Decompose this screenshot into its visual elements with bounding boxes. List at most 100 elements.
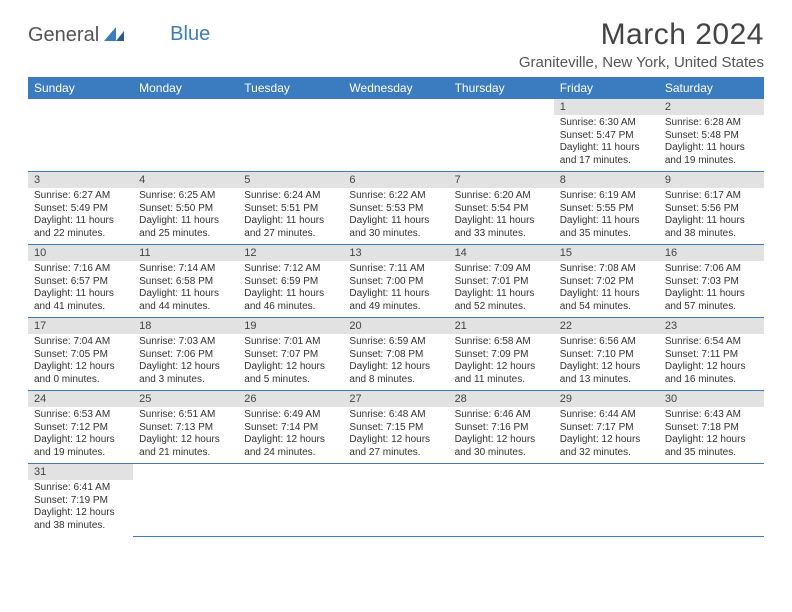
day-number: 14 xyxy=(449,245,554,261)
sunrise-text: Sunrise: 6:25 AM xyxy=(139,190,232,203)
sunset-text: Sunset: 5:47 PM xyxy=(560,130,653,143)
sunrise-text: Sunrise: 7:09 AM xyxy=(455,263,548,276)
day-number: 19 xyxy=(238,318,343,334)
calendar-cell: 31Sunrise: 6:41 AMSunset: 7:19 PMDayligh… xyxy=(28,464,133,537)
daylight-text: Daylight: 11 hours and 38 minutes. xyxy=(665,215,758,240)
daylight-text: Daylight: 11 hours and 41 minutes. xyxy=(34,288,127,313)
sunrise-text: Sunrise: 7:01 AM xyxy=(244,336,337,349)
daylight-text: Daylight: 11 hours and 44 minutes. xyxy=(139,288,232,313)
sunrise-text: Sunrise: 6:54 AM xyxy=(665,336,758,349)
sunrise-text: Sunrise: 7:11 AM xyxy=(349,263,442,276)
day-number: 6 xyxy=(343,172,448,188)
day-number: 13 xyxy=(343,245,448,261)
sunrise-text: Sunrise: 6:24 AM xyxy=(244,190,337,203)
daylight-text: Daylight: 11 hours and 19 minutes. xyxy=(665,142,758,167)
calendar-cell xyxy=(554,464,659,537)
daylight-text: Daylight: 11 hours and 52 minutes. xyxy=(455,288,548,313)
daylight-text: Daylight: 11 hours and 49 minutes. xyxy=(349,288,442,313)
sunrise-text: Sunrise: 6:22 AM xyxy=(349,190,442,203)
day-number: 16 xyxy=(659,245,764,261)
daylight-text: Daylight: 11 hours and 35 minutes. xyxy=(560,215,653,240)
sunrise-text: Sunrise: 7:16 AM xyxy=(34,263,127,276)
calendar-cell xyxy=(343,99,448,172)
calendar-cell: 27Sunrise: 6:48 AMSunset: 7:15 PMDayligh… xyxy=(343,391,448,464)
logo-text-blue: Blue xyxy=(130,23,210,46)
calendar-cell: 8Sunrise: 6:19 AMSunset: 5:55 PMDaylight… xyxy=(554,172,659,245)
calendar-cell xyxy=(133,464,238,537)
day-number: 17 xyxy=(28,318,133,334)
calendar-cell: 12Sunrise: 7:12 AMSunset: 6:59 PMDayligh… xyxy=(238,245,343,318)
day-number: 29 xyxy=(554,391,659,407)
day-number: 25 xyxy=(133,391,238,407)
daylight-text: Daylight: 12 hours and 8 minutes. xyxy=(349,361,442,386)
sunset-text: Sunset: 5:51 PM xyxy=(244,203,337,216)
sunset-text: Sunset: 7:14 PM xyxy=(244,422,337,435)
daylight-text: Daylight: 12 hours and 11 minutes. xyxy=(455,361,548,386)
daylight-text: Daylight: 11 hours and 27 minutes. xyxy=(244,215,337,240)
sunrise-text: Sunrise: 6:27 AM xyxy=(34,190,127,203)
day-number: 8 xyxy=(554,172,659,188)
sunrise-text: Sunrise: 6:41 AM xyxy=(34,482,127,495)
logo-text-general: General xyxy=(28,24,99,47)
sunset-text: Sunset: 7:00 PM xyxy=(349,276,442,289)
sunrise-text: Sunrise: 6:17 AM xyxy=(665,190,758,203)
sunrise-text: Sunrise: 6:46 AM xyxy=(455,409,548,422)
sunrise-text: Sunrise: 6:49 AM xyxy=(244,409,337,422)
daylight-text: Daylight: 11 hours and 17 minutes. xyxy=(560,142,653,167)
sunrise-text: Sunrise: 6:20 AM xyxy=(455,190,548,203)
sunset-text: Sunset: 7:02 PM xyxy=(560,276,653,289)
sunrise-text: Sunrise: 7:08 AM xyxy=(560,263,653,276)
day-number: 20 xyxy=(343,318,448,334)
calendar-cell: 6Sunrise: 6:22 AMSunset: 5:53 PMDaylight… xyxy=(343,172,448,245)
month-title: March 2024 xyxy=(519,18,764,52)
day-number: 15 xyxy=(554,245,659,261)
sunset-text: Sunset: 5:48 PM xyxy=(665,130,758,143)
day-number: 2 xyxy=(659,99,764,115)
sunrise-text: Sunrise: 7:12 AM xyxy=(244,263,337,276)
calendar-cell xyxy=(238,464,343,537)
sunrise-text: Sunrise: 6:28 AM xyxy=(665,117,758,130)
day-number: 18 xyxy=(133,318,238,334)
sunrise-text: Sunrise: 6:53 AM xyxy=(34,409,127,422)
daylight-text: Daylight: 11 hours and 22 minutes. xyxy=(34,215,127,240)
calendar-cell xyxy=(659,464,764,537)
sunset-text: Sunset: 5:56 PM xyxy=(665,203,758,216)
calendar-cell: 29Sunrise: 6:44 AMSunset: 7:17 PMDayligh… xyxy=(554,391,659,464)
day-number: 23 xyxy=(659,318,764,334)
calendar-cell: 22Sunrise: 6:56 AMSunset: 7:10 PMDayligh… xyxy=(554,318,659,391)
sunset-text: Sunset: 6:58 PM xyxy=(139,276,232,289)
sunrise-text: Sunrise: 6:58 AM xyxy=(455,336,548,349)
sunrise-text: Sunrise: 7:06 AM xyxy=(665,263,758,276)
sunset-text: Sunset: 7:18 PM xyxy=(665,422,758,435)
calendar-cell: 30Sunrise: 6:43 AMSunset: 7:18 PMDayligh… xyxy=(659,391,764,464)
calendar-cell: 16Sunrise: 7:06 AMSunset: 7:03 PMDayligh… xyxy=(659,245,764,318)
sunrise-text: Sunrise: 6:19 AM xyxy=(560,190,653,203)
calendar-cell: 7Sunrise: 6:20 AMSunset: 5:54 PMDaylight… xyxy=(449,172,554,245)
sunrise-text: Sunrise: 6:30 AM xyxy=(560,117,653,130)
daylight-text: Daylight: 12 hours and 13 minutes. xyxy=(560,361,653,386)
day-number: 27 xyxy=(343,391,448,407)
daylight-text: Daylight: 12 hours and 32 minutes. xyxy=(560,434,653,459)
weekday-header: Tuesday xyxy=(238,77,343,99)
calendar-cell: 25Sunrise: 6:51 AMSunset: 7:13 PMDayligh… xyxy=(133,391,238,464)
weekday-header: Sunday xyxy=(28,77,133,99)
sunset-text: Sunset: 7:06 PM xyxy=(139,349,232,362)
day-number: 26 xyxy=(238,391,343,407)
day-number: 30 xyxy=(659,391,764,407)
calendar-cell: 2 Sunrise: 6:28 AMSunset: 5:48 PMDaylight… xyxy=(659,99,764,172)
sunrise-text: Sunrise: 6:43 AM xyxy=(665,409,758,422)
sunset-text: Sunset: 7:08 PM xyxy=(349,349,442,362)
sunset-text: Sunset: 7:01 PM xyxy=(455,276,548,289)
calendar-cell: 28Sunrise: 6:46 AMSunset: 7:16 PMDayligh… xyxy=(449,391,554,464)
sunrise-text: Sunrise: 7:04 AM xyxy=(34,336,127,349)
daylight-text: Daylight: 12 hours and 27 minutes. xyxy=(349,434,442,459)
calendar-cell xyxy=(449,99,554,172)
sunrise-text: Sunrise: 6:44 AM xyxy=(560,409,653,422)
day-number: 11 xyxy=(133,245,238,261)
logo: General Blue xyxy=(28,24,210,47)
calendar-cell xyxy=(343,464,448,537)
location: Graniteville, New York, United States xyxy=(519,54,764,71)
day-number: 1 xyxy=(554,99,659,115)
daylight-text: Daylight: 12 hours and 5 minutes. xyxy=(244,361,337,386)
calendar-cell: 11Sunrise: 7:14 AMSunset: 6:58 PMDayligh… xyxy=(133,245,238,318)
